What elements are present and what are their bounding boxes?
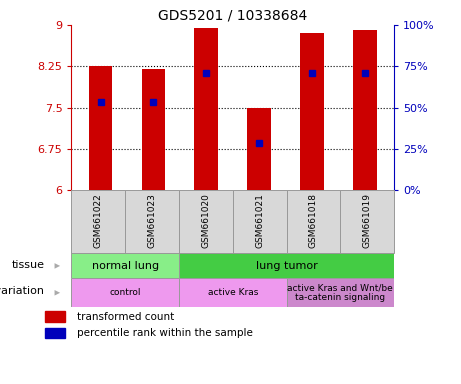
Text: lung tumor: lung tumor xyxy=(256,261,318,271)
Bar xyxy=(45,328,65,338)
Text: percentile rank within the sample: percentile rank within the sample xyxy=(77,328,254,338)
Bar xyxy=(142,69,165,190)
Bar xyxy=(233,190,287,253)
Bar xyxy=(125,190,179,253)
Text: active Kras and Wnt/be
ta-catenin signaling: active Kras and Wnt/be ta-catenin signal… xyxy=(288,283,393,303)
Text: normal lung: normal lung xyxy=(92,261,159,271)
Text: genotype/variation: genotype/variation xyxy=(0,286,44,296)
Text: GSM661022: GSM661022 xyxy=(94,194,103,248)
Bar xyxy=(179,190,233,253)
Bar xyxy=(89,66,112,190)
Bar xyxy=(287,278,394,307)
Text: active Kras: active Kras xyxy=(207,288,258,297)
Text: GSM661019: GSM661019 xyxy=(363,194,372,248)
Text: GSM661021: GSM661021 xyxy=(255,194,264,248)
Bar xyxy=(71,253,179,278)
Text: transformed count: transformed count xyxy=(77,311,175,321)
Text: GSM661023: GSM661023 xyxy=(148,194,157,248)
Bar xyxy=(248,108,271,190)
Text: tissue: tissue xyxy=(12,260,44,270)
Text: GSM661020: GSM661020 xyxy=(201,194,210,248)
Bar xyxy=(195,28,218,190)
Bar xyxy=(71,190,125,253)
Bar xyxy=(287,190,340,253)
Bar xyxy=(71,278,179,307)
Bar xyxy=(300,33,324,190)
Bar xyxy=(45,311,65,322)
Bar xyxy=(179,253,394,278)
Bar xyxy=(353,30,377,190)
Bar xyxy=(340,190,394,253)
Text: GSM661018: GSM661018 xyxy=(309,194,318,248)
Text: control: control xyxy=(110,288,141,297)
Title: GDS5201 / 10338684: GDS5201 / 10338684 xyxy=(158,8,307,22)
Bar xyxy=(179,278,287,307)
